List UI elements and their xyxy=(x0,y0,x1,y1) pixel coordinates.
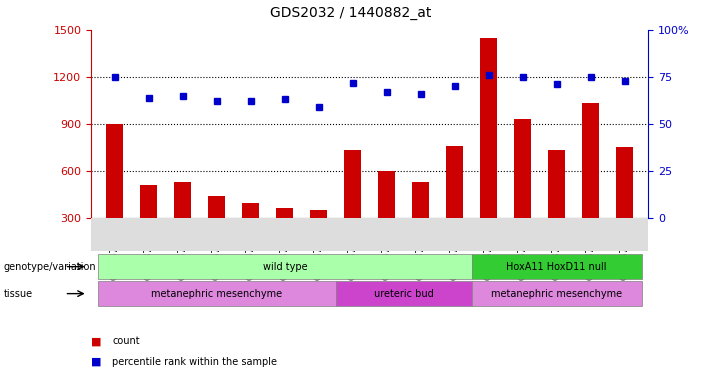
Bar xyxy=(515,119,531,218)
Bar xyxy=(548,150,565,217)
Bar xyxy=(582,104,599,218)
Bar xyxy=(311,210,327,218)
Text: ■: ■ xyxy=(91,336,102,346)
Bar xyxy=(107,124,123,218)
Bar xyxy=(140,185,158,218)
Bar xyxy=(344,150,361,217)
Text: metanephric mesenchyme: metanephric mesenchyme xyxy=(151,289,283,298)
Text: metanephric mesenchyme: metanephric mesenchyme xyxy=(491,289,622,298)
Text: wild type: wild type xyxy=(262,262,307,272)
Bar xyxy=(243,203,259,217)
Bar xyxy=(276,208,293,218)
Text: percentile rank within the sample: percentile rank within the sample xyxy=(112,357,277,367)
Text: ■: ■ xyxy=(91,357,102,367)
Text: HoxA11 HoxD11 null: HoxA11 HoxD11 null xyxy=(506,262,607,272)
Text: tissue: tissue xyxy=(4,289,33,298)
Bar xyxy=(616,147,633,218)
Bar xyxy=(379,171,395,217)
Bar xyxy=(447,146,463,218)
Text: count: count xyxy=(112,336,139,346)
Bar xyxy=(208,196,225,217)
Text: ureteric bud: ureteric bud xyxy=(374,289,434,298)
Bar xyxy=(412,182,429,218)
Bar xyxy=(480,38,497,218)
Text: genotype/variation: genotype/variation xyxy=(4,262,96,272)
Text: GDS2032 / 1440882_at: GDS2032 / 1440882_at xyxy=(270,6,431,20)
Bar xyxy=(175,182,191,218)
